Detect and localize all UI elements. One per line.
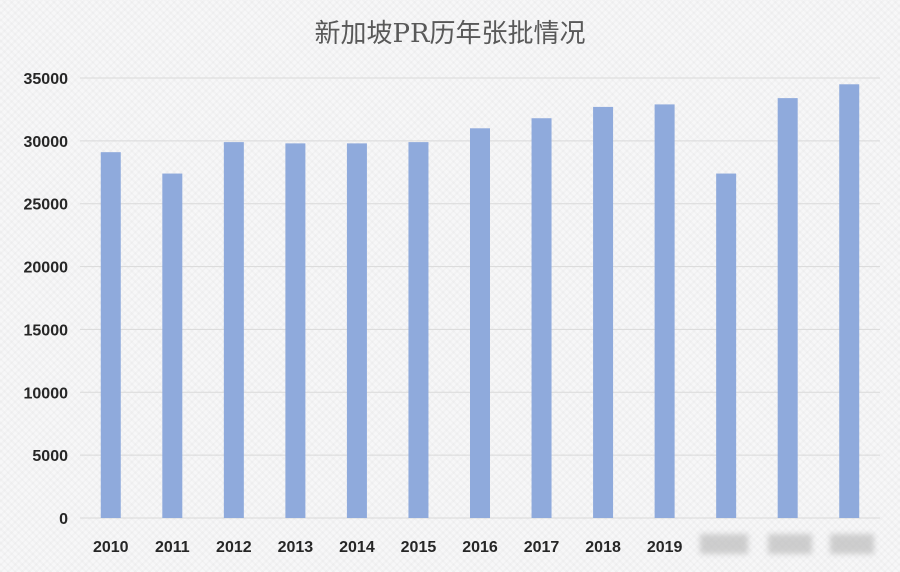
y-tick-label: 10000 xyxy=(24,385,69,402)
obscured-label xyxy=(700,534,748,554)
obscured-label xyxy=(768,534,812,554)
y-tick-label: 15000 xyxy=(24,322,69,339)
y-tick-label: 5000 xyxy=(32,448,68,465)
bar xyxy=(408,142,429,518)
x-tick-label: 2017 xyxy=(524,539,560,556)
x-tick-label: 2018 xyxy=(585,539,621,556)
bars xyxy=(100,84,860,519)
x-axis-ticks: 2010 2011 2012 2013 2014 2015 2016 2017 2018 2019 xyxy=(93,539,683,556)
x-tick-label: 2015 xyxy=(401,539,437,556)
bar xyxy=(654,104,675,519)
y-tick-label: 20000 xyxy=(24,260,69,277)
y-tick-label: 0 xyxy=(59,511,68,528)
x-tick-label: 2014 xyxy=(339,539,375,556)
bar xyxy=(346,143,367,518)
y-tick-label: 35000 xyxy=(24,71,69,88)
bar xyxy=(777,98,798,518)
y-tick-label: 25000 xyxy=(24,197,69,214)
bar xyxy=(839,84,860,519)
bar xyxy=(285,143,306,518)
y-axis-ticks: 0 5000 10000 15000 20000 25000 30000 35000 xyxy=(24,71,69,528)
obscured-label xyxy=(830,534,874,554)
bar xyxy=(593,106,614,519)
x-tick-label: 2011 xyxy=(155,539,190,556)
bar xyxy=(162,173,183,519)
bar xyxy=(716,173,737,519)
bar xyxy=(470,128,490,519)
y-tick-label: 30000 xyxy=(24,134,69,151)
x-tick-label: 2010 xyxy=(93,539,129,556)
x-tick-label: 2013 xyxy=(278,539,314,556)
bar xyxy=(100,152,121,518)
x-tick-label: 2019 xyxy=(647,539,683,556)
chart-title: 新加坡PR历年张批情况 xyxy=(314,19,585,49)
x-tick-label: 2012 xyxy=(216,539,252,556)
x-tick-label: 2016 xyxy=(462,539,498,556)
bar xyxy=(223,142,244,518)
bar xyxy=(531,118,552,518)
